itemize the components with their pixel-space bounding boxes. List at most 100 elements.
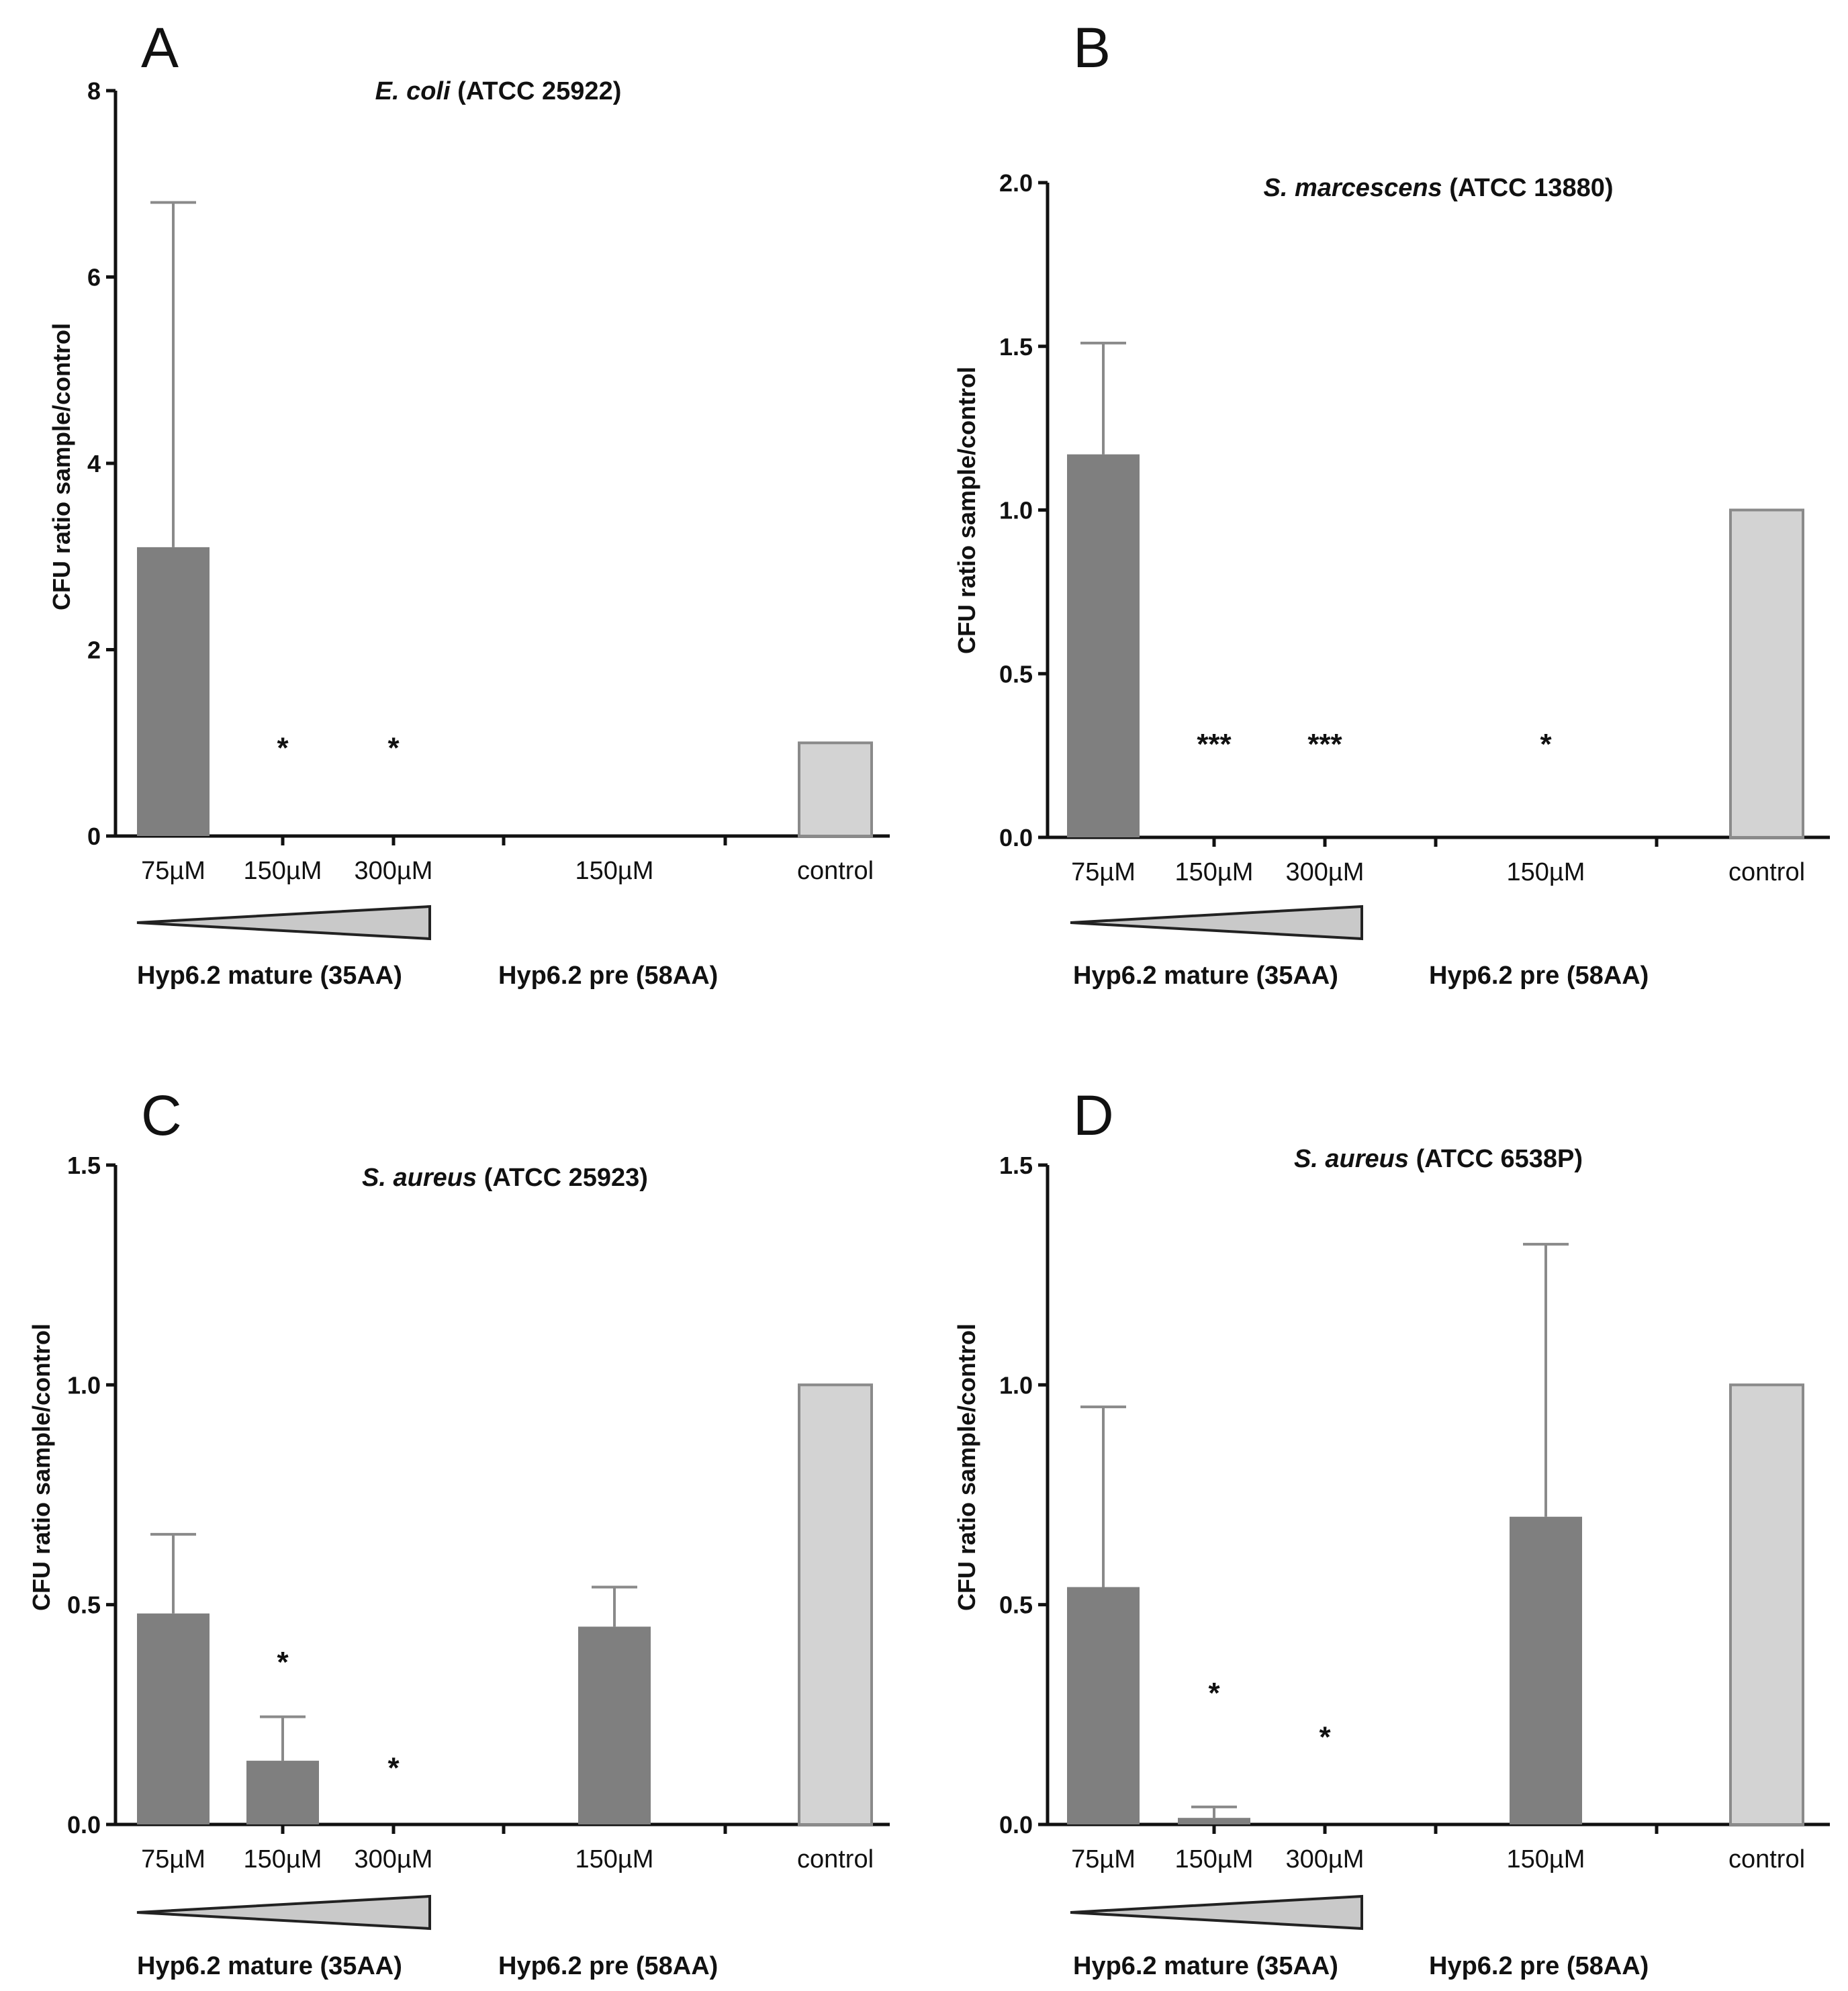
significance-marker: *** bbox=[1307, 728, 1342, 761]
y-axis-label: CFU ratio sample/control bbox=[953, 367, 980, 654]
bar-sample bbox=[1178, 1818, 1250, 1824]
y-tick-label: 0.0 bbox=[999, 1811, 1033, 1839]
panel-letter: C bbox=[141, 1084, 182, 1147]
panel-b: B S. marcescens (ATCC 13880) CFU ratio s… bbox=[953, 16, 1830, 990]
x-category-label: 75µM bbox=[141, 1845, 205, 1873]
title-organism: E. coli bbox=[375, 77, 451, 105]
x-category-label: 300µM bbox=[355, 1845, 433, 1873]
y-axis-label: CFU ratio sample/control bbox=[953, 1324, 980, 1611]
y-tick-label: 1.5 bbox=[67, 1152, 101, 1179]
title-strain: (ATCC 13880) bbox=[1442, 174, 1614, 202]
x-category-label: 150µM bbox=[1507, 1845, 1585, 1873]
bar-control bbox=[1729, 508, 1804, 839]
significance-marker: * bbox=[1540, 728, 1552, 761]
significance-marker: *** bbox=[1197, 728, 1232, 761]
plot-area: 0.0 0.5 1.0 1.5 2.0 75µM *** 150µM *** 300µM * 150µ… bbox=[999, 169, 1830, 886]
significance-marker: * bbox=[1208, 1677, 1220, 1710]
x-category-label: 75µM bbox=[1071, 1845, 1136, 1873]
group-label-mature: Hyp6.2 mature (35AA) bbox=[137, 962, 402, 990]
y-tick-label: 0.0 bbox=[67, 1811, 101, 1839]
x-category-label: 300µM bbox=[1286, 1845, 1365, 1873]
significance-marker: * bbox=[277, 731, 289, 764]
panel-c: C S. aureus (ATCC 25923) CFU ratio sampl… bbox=[28, 1084, 890, 1980]
y-axis-label: CFU ratio sample/control bbox=[48, 323, 75, 610]
panel-d: D S. aureus (ATCC 6538P) CFU ratio sampl… bbox=[953, 1084, 1830, 1980]
title-strain: (ATCC 6538P) bbox=[1409, 1145, 1583, 1173]
panel-letter: D bbox=[1073, 1084, 1114, 1147]
plot-area: 0.0 0.5 1.0 1.5 75µM * 150µM * 300µM 150µM control bbox=[67, 1152, 890, 1873]
y-tick-label: 1.5 bbox=[999, 1152, 1033, 1179]
x-category-label: 150µM bbox=[244, 857, 322, 885]
x-category-label: 75µM bbox=[1071, 858, 1136, 886]
significance-marker: * bbox=[387, 1751, 400, 1784]
group-label-pre: Hyp6.2 pre (58AA) bbox=[498, 1952, 718, 1980]
panel-title: S. aureus (ATCC 6538P) bbox=[1294, 1145, 1583, 1173]
y-tick-label: 0.5 bbox=[999, 660, 1033, 688]
y-tick-label: 0.5 bbox=[67, 1591, 101, 1619]
plot-area: 0.0 0.5 1.0 1.5 75µM * 150µM * 300µM 150µM control bbox=[999, 1152, 1830, 1873]
panel-title: E. coli (ATCC 25922) bbox=[375, 77, 622, 105]
title-strain: (ATCC 25923) bbox=[477, 1164, 648, 1192]
y-axis-label: CFU ratio sample/control bbox=[28, 1324, 55, 1611]
significance-marker: * bbox=[387, 731, 400, 764]
significance-marker: * bbox=[1319, 1721, 1331, 1754]
x-category-label: 300µM bbox=[355, 857, 433, 885]
x-category-label: control bbox=[1728, 858, 1805, 886]
significance-marker: * bbox=[277, 1646, 289, 1679]
bar-sample bbox=[1510, 1516, 1582, 1824]
y-tick-label: 0.0 bbox=[999, 824, 1033, 851]
y-tick-label: 6 bbox=[87, 264, 101, 291]
title-organism: S. aureus bbox=[1294, 1145, 1409, 1173]
y-tick-label: 2 bbox=[87, 637, 101, 664]
group-label-pre: Hyp6.2 pre (58AA) bbox=[1429, 962, 1649, 990]
bar-sample bbox=[1067, 454, 1140, 837]
x-category-label: 150µM bbox=[1507, 858, 1585, 886]
title-organism: S. marcescens bbox=[1264, 174, 1442, 202]
bar-sample bbox=[246, 1761, 319, 1824]
y-tick-label: 1.5 bbox=[999, 333, 1033, 361]
group-label-pre: Hyp6.2 pre (58AA) bbox=[498, 962, 718, 990]
concentration-gradient-wedge bbox=[136, 905, 431, 941]
y-tick-label: 1.0 bbox=[67, 1371, 101, 1399]
x-category-label: control bbox=[1728, 1845, 1805, 1873]
bar-control bbox=[1729, 1383, 1804, 1826]
panel-letter: A bbox=[141, 16, 179, 79]
y-tick-label: 0.5 bbox=[999, 1591, 1033, 1619]
panel-letter: B bbox=[1073, 16, 1111, 79]
bar-sample bbox=[578, 1626, 651, 1824]
y-tick-label: 4 bbox=[87, 450, 101, 477]
panel-title: S. marcescens (ATCC 13880) bbox=[1264, 174, 1614, 202]
x-category-label: 150µM bbox=[244, 1845, 322, 1873]
group-label-mature: Hyp6.2 mature (35AA) bbox=[1073, 1952, 1338, 1980]
bar-sample bbox=[137, 1613, 210, 1824]
panel-title: S. aureus (ATCC 25923) bbox=[362, 1164, 648, 1192]
y-tick-label: 0 bbox=[87, 823, 101, 850]
y-tick-label: 8 bbox=[87, 77, 101, 105]
x-category-label: 150µM bbox=[1175, 1845, 1254, 1873]
y-tick-label: 2.0 bbox=[999, 169, 1033, 197]
group-label-mature: Hyp6.2 mature (35AA) bbox=[137, 1952, 402, 1980]
bar-sample bbox=[137, 547, 210, 836]
x-category-label: control bbox=[797, 857, 874, 885]
y-tick-label: 1.0 bbox=[999, 1371, 1033, 1399]
bar-sample bbox=[1067, 1587, 1140, 1824]
title-strain: (ATCC 25922) bbox=[451, 77, 622, 105]
bar-control bbox=[798, 1383, 873, 1826]
title-organism: S. aureus bbox=[362, 1164, 477, 1192]
plot-area: 0 2 4 6 8 75µM * 150µM * 300µM 150µM control bbox=[87, 77, 890, 885]
concentration-gradient-wedge bbox=[1070, 1894, 1363, 1931]
concentration-gradient-wedge bbox=[1070, 905, 1363, 941]
concentration-gradient-wedge bbox=[136, 1894, 431, 1931]
group-label-mature: Hyp6.2 mature (35AA) bbox=[1073, 962, 1338, 990]
x-category-label: control bbox=[797, 1845, 874, 1873]
bar-control bbox=[798, 741, 873, 837]
y-tick-label: 1.0 bbox=[999, 497, 1033, 524]
panel-a: A E. coli (ATCC 25922) CFU ratio sample/… bbox=[48, 16, 890, 990]
x-category-label: 75µM bbox=[141, 857, 205, 885]
x-category-label: 300µM bbox=[1286, 858, 1365, 886]
x-category-label: 150µM bbox=[1175, 858, 1254, 886]
x-category-label: 150µM bbox=[575, 857, 654, 885]
x-category-label: 150µM bbox=[575, 1845, 654, 1873]
group-label-pre: Hyp6.2 pre (58AA) bbox=[1429, 1952, 1649, 1980]
